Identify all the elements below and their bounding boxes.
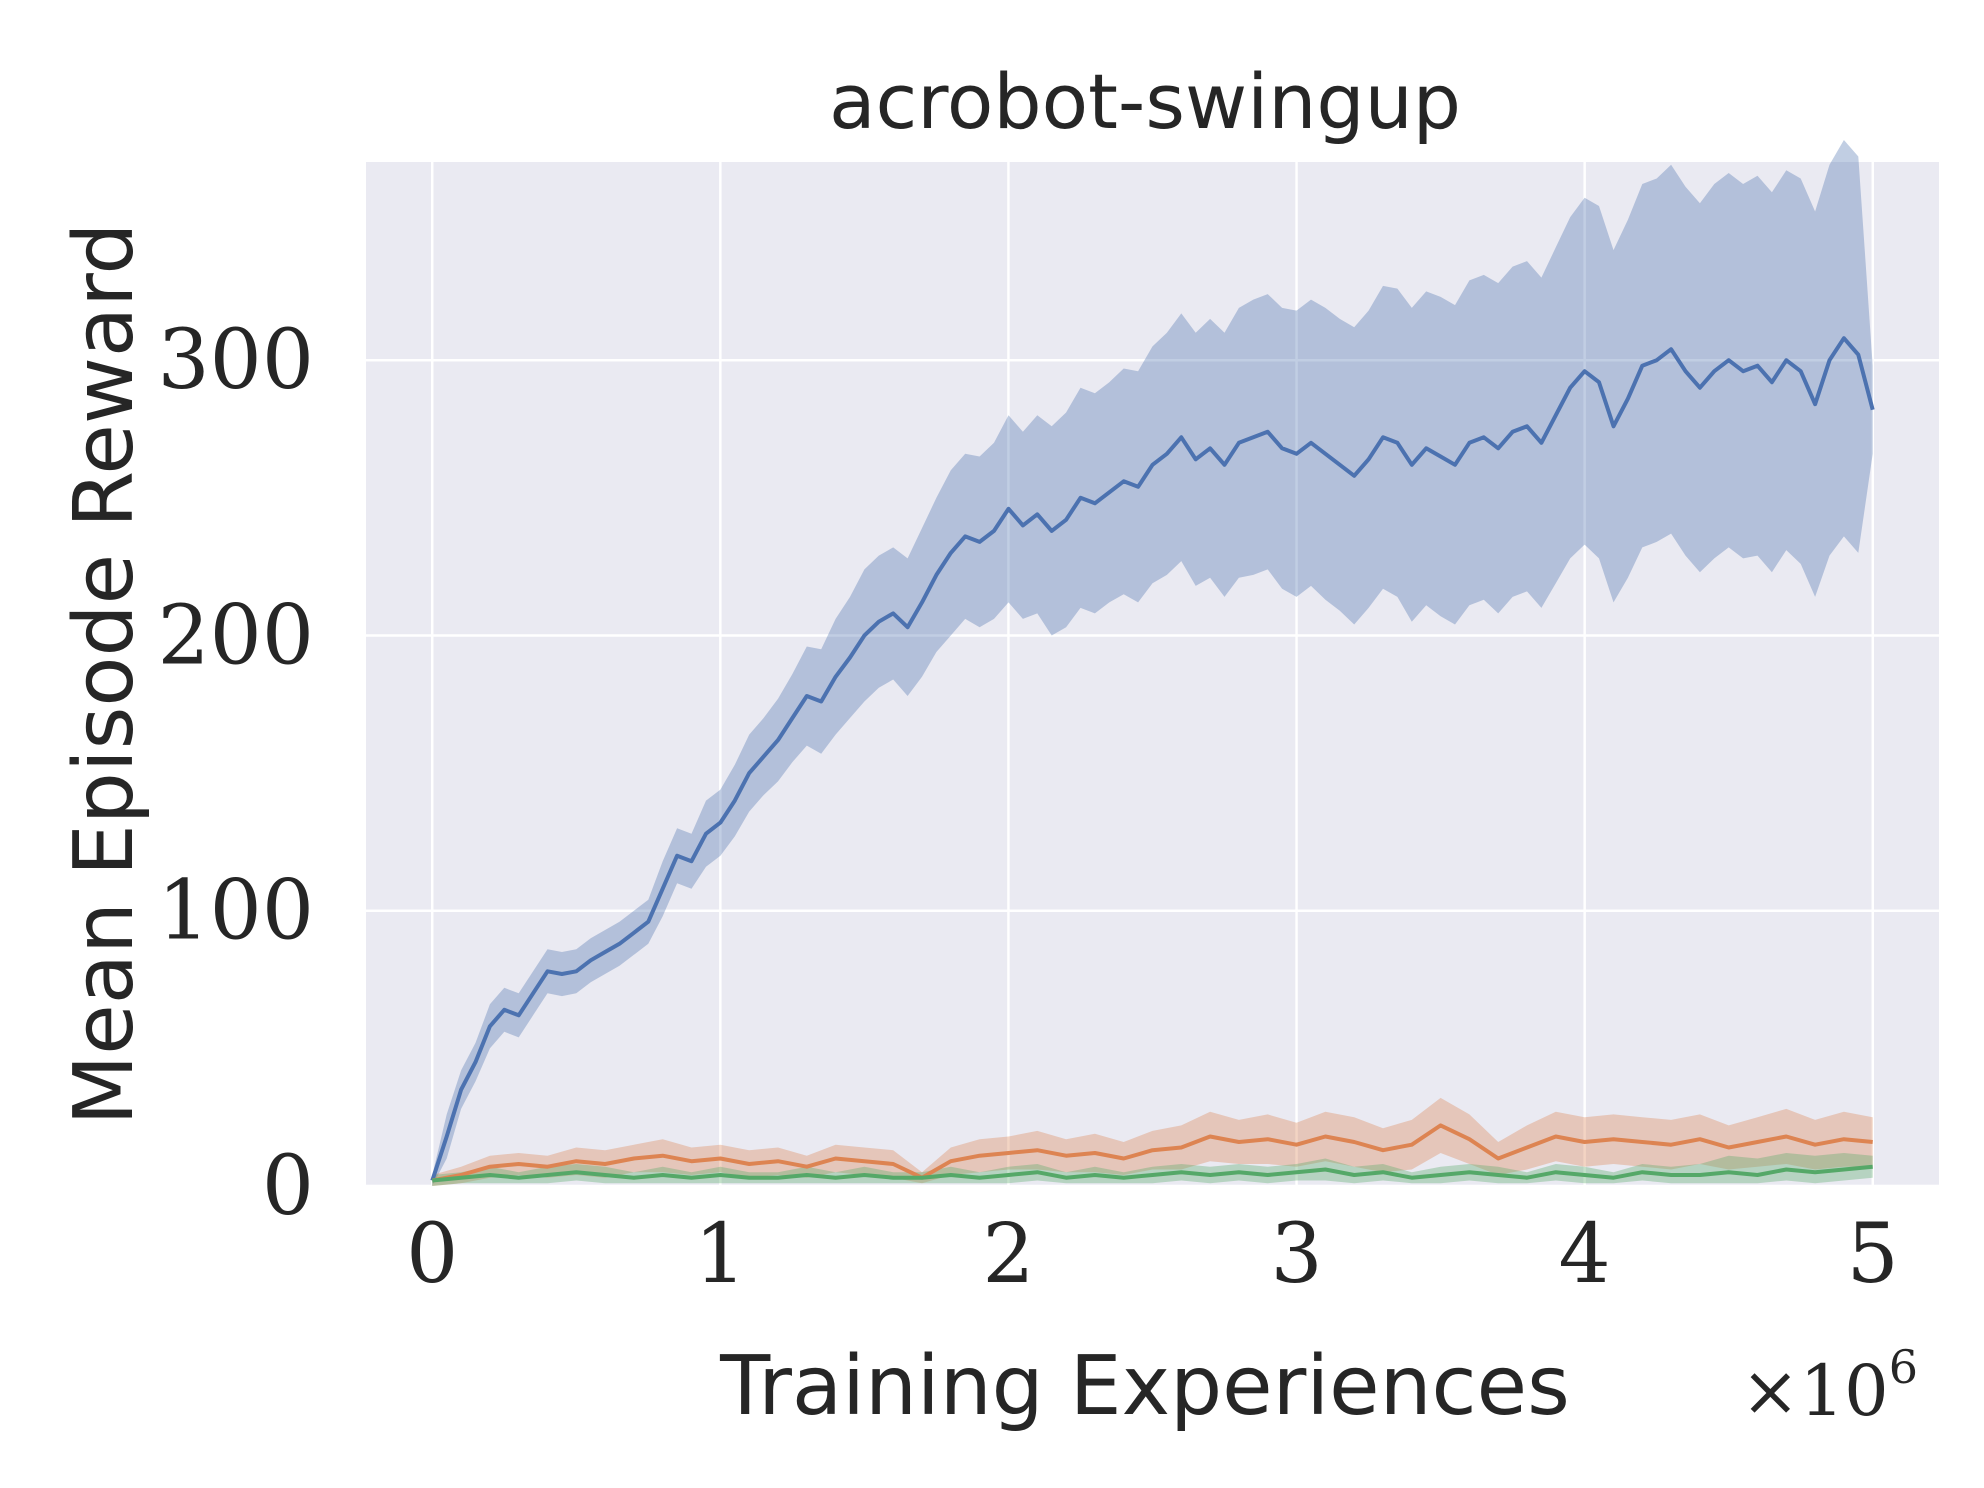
- x-offset-base: ×10: [1741, 1350, 1889, 1432]
- x-tick-label-4: 4: [1559, 1207, 1611, 1302]
- series-lines: [430, 336, 1875, 1183]
- x-tick-label-5: 5: [1847, 1207, 1899, 1302]
- y-tick-label-1: 100: [157, 864, 314, 959]
- y-tick-label-2: 200: [157, 588, 314, 683]
- x-offset-label: ×106: [1741, 1340, 1918, 1432]
- x-tick-label-1: 1: [694, 1207, 746, 1302]
- x-tick-labels: 0 1 2 3 4 5: [406, 1207, 1899, 1302]
- series-0-band: [432, 140, 1873, 1186]
- chart-title: acrobot-swingup: [829, 57, 1461, 146]
- x-tick-label-0: 0: [406, 1207, 458, 1302]
- series-0-line: [430, 336, 1875, 1182]
- y-axis-label: Mean Episode Reward: [57, 223, 152, 1126]
- x-tick-label-3: 3: [1270, 1207, 1322, 1302]
- series-1-line: [431, 1123, 1873, 1183]
- x-tick-label-2: 2: [982, 1207, 1034, 1302]
- x-offset-exponent: 6: [1889, 1340, 1918, 1394]
- y-tick-labels: 0 100 200 300: [157, 313, 314, 1234]
- series-2-line: [432, 1164, 1873, 1183]
- plot-background: [366, 162, 1939, 1186]
- y-tick-label-3: 300: [157, 313, 314, 408]
- y-tick-label-0: 0: [262, 1139, 314, 1234]
- x-axis-label: Training Experiences: [719, 1339, 1570, 1434]
